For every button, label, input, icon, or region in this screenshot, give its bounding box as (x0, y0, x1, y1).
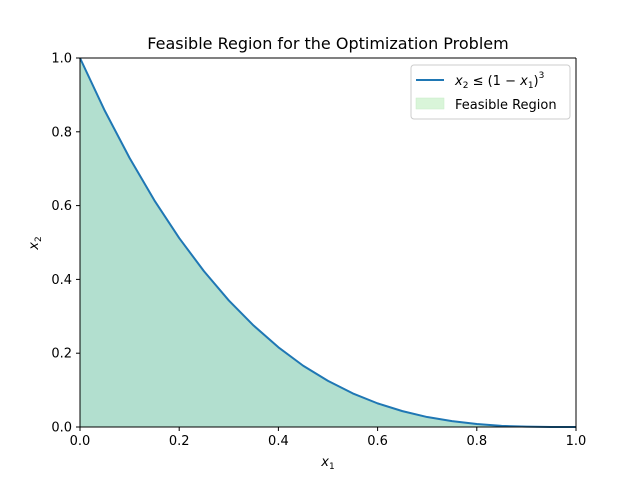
y-tick-label: 0.2 (51, 347, 72, 362)
y-tick-label: 0.4 (51, 273, 72, 288)
legend-frame (410, 64, 571, 120)
legend-area-label: Feasible Region (455, 98, 557, 113)
feasible-region-area (80, 58, 576, 427)
x-tick-label: 0.4 (268, 434, 289, 449)
x-tick-label: 0.8 (466, 434, 487, 449)
y-tick-label: 0.8 (51, 125, 72, 140)
x-tick-label: 0.6 (367, 434, 388, 449)
legend-area-swatch (415, 97, 445, 110)
y-tick-label: 0.0 (51, 421, 72, 436)
x-tick-label: 0.0 (70, 434, 91, 449)
chart-title: Feasible Region for the Optimization Pro… (147, 34, 508, 53)
legend-line-label: x2 ≤ (1 − x1)3 (454, 71, 544, 91)
y-tick-label: 0.6 (51, 199, 72, 214)
axes: 0.0 0.2 0.4 0.6 0.8 1.0 0.0 0.2 0.4 0.6 0.8 1.0 (51, 52, 586, 450)
x-tick-label: 1.0 (566, 434, 587, 449)
constraint-curve-line (79, 57, 576, 428)
x-tick-label: 0.2 (169, 434, 190, 449)
legend: x2 ≤ (1 − x1)3 Feasible Region (410, 64, 571, 120)
y-tick-label: 1.0 (51, 52, 72, 67)
